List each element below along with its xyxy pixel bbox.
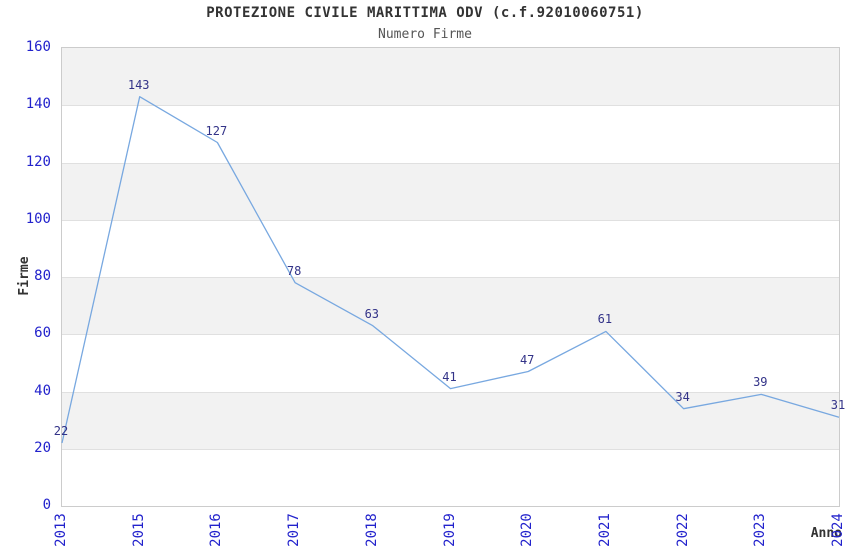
x-tick-label: 2019 xyxy=(441,513,458,547)
gridline xyxy=(62,219,839,221)
plot-band xyxy=(62,277,839,335)
y-tick-label: 120 xyxy=(25,153,51,170)
data-point-label: 22 xyxy=(53,424,69,438)
y-tick-label: 40 xyxy=(34,382,51,399)
y-tick-label: 100 xyxy=(25,210,51,227)
data-point-label: 143 xyxy=(127,77,150,92)
y-tick-label: 160 xyxy=(25,39,51,55)
gridline xyxy=(62,162,839,164)
data-point-label: 78 xyxy=(286,263,302,278)
y-tick-label: 140 xyxy=(25,96,51,113)
plot-band xyxy=(62,105,839,163)
gridline xyxy=(62,105,839,107)
gridline xyxy=(62,391,839,393)
plot-band xyxy=(62,391,839,449)
data-point-label: 127 xyxy=(205,123,228,138)
x-tick-label: 2013 xyxy=(53,513,69,547)
y-tick-label: 0 xyxy=(42,497,51,513)
plot-area xyxy=(61,47,840,507)
data-point-label: 39 xyxy=(753,375,768,390)
data-point-label: 41 xyxy=(442,369,457,384)
data-point-label: 34 xyxy=(675,389,690,404)
data-point-label: 61 xyxy=(597,312,613,327)
x-tick-label: 2024 xyxy=(830,513,846,547)
data-point-label: 47 xyxy=(519,352,535,367)
y-tick-label: 60 xyxy=(34,325,51,342)
plot-band xyxy=(62,48,839,106)
plot-band xyxy=(62,334,839,392)
plot-band xyxy=(62,448,839,506)
x-tick-label: 2021 xyxy=(596,513,613,547)
gridline xyxy=(62,448,839,450)
y-tick-label: 20 xyxy=(34,439,51,456)
y-tick-label: 80 xyxy=(34,268,51,284)
x-tick-label: 2016 xyxy=(208,513,225,547)
line-series xyxy=(61,96,840,444)
x-tick-label: 2020 xyxy=(519,513,536,547)
data-point-label: 31 xyxy=(830,398,846,413)
chart-title: PROTEZIONE CIVILE MARITTIMA ODV (c.f.920… xyxy=(206,5,644,21)
data-point-label: 63 xyxy=(364,306,380,321)
x-tick-label: 2017 xyxy=(286,513,303,547)
x-tick-label: 2022 xyxy=(674,513,691,547)
x-tick-label: 2015 xyxy=(130,513,147,547)
x-tick-label: 2023 xyxy=(752,513,769,547)
chart-subtitle: Numero Firme xyxy=(378,27,472,42)
x-tick-label: 2018 xyxy=(363,513,380,547)
x-axis-title: Anno xyxy=(810,526,842,541)
plot-band xyxy=(62,162,839,220)
gridline xyxy=(62,334,839,336)
plot-band xyxy=(62,219,839,277)
gridline xyxy=(62,277,839,278)
